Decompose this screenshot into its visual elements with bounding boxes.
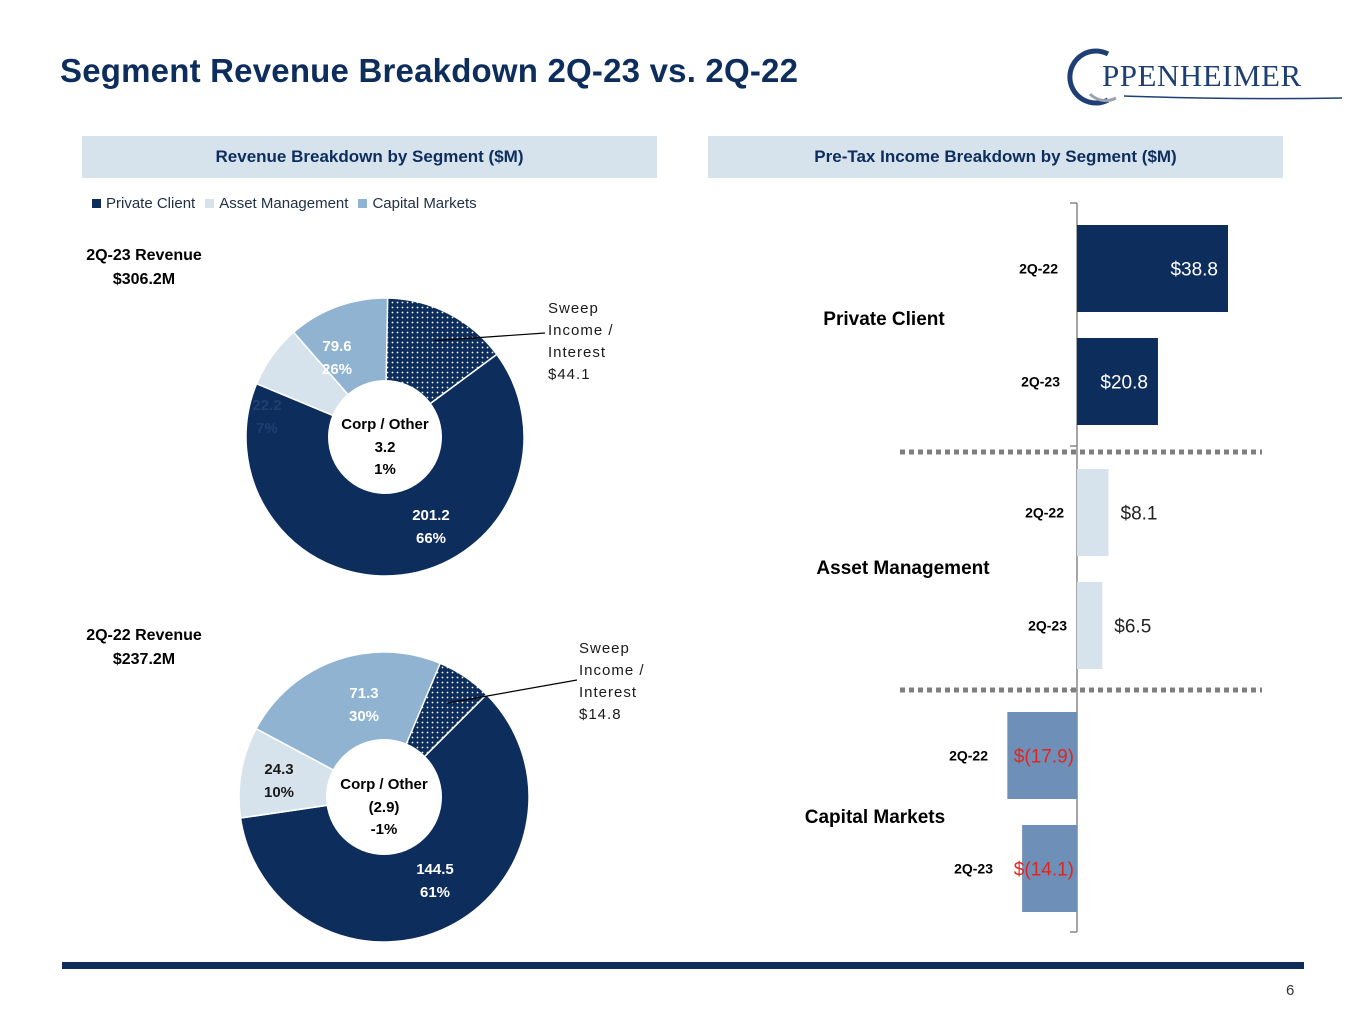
donut-value-label: 144.5 [416,861,454,878]
bar-capital-markets-2q-23 [1022,825,1077,912]
bar-value-label: $20.8 [1100,373,1148,394]
legend-swatch [358,199,368,208]
donut-percent-label: 10% [264,784,294,801]
donut-2q22-title: 2Q-22 Revenue $237.2M [78,624,210,672]
bar-value-label: $6.5 [1114,617,1151,638]
sweep-note-line: $14.8 [579,706,622,723]
sweep-note-line: Sweep [548,300,599,317]
bar-value-label: $(17.9) [1014,747,1074,768]
donut-center-label: Corp / Other [340,776,428,793]
donut-percent-label: 66% [416,530,446,547]
page-number: 6 [1286,982,1295,999]
bar-capital-markets-2q-22 [1007,712,1077,799]
logo-wordmark: PPENHEIMER [1102,58,1302,93]
donut-hole [328,380,442,494]
sweep-note-line: $44.1 [548,366,591,383]
bar-private-client-2q-23 [1077,338,1158,425]
bar-value-label: $38.8 [1170,260,1218,281]
bar-period-label: 2Q-23 [1028,618,1067,634]
legend-label: Private Client [106,195,196,212]
legend-label: Asset Management [219,195,349,212]
bar-value-label: $(14.1) [1014,860,1074,881]
legend-swatch [92,199,101,208]
donut-title-line: $237.2M [112,651,176,668]
legend-item-asset-management: Asset Management [205,195,348,212]
bar-asset-management-2q-23 [1077,582,1103,669]
sweep-note-line: Income / [548,322,614,339]
donut-value-label: 24.3 [264,761,293,778]
donut-center-value: 3.2 [375,439,396,456]
sweep-note-line: Income / [579,662,645,679]
sweep-note-2q22: Sweep Income / Interest $14.8 [579,638,645,726]
bar-period-label: 2Q-23 [954,861,993,877]
bar-period-label: 2Q-23 [1021,374,1060,390]
revenue-legend: Private Client Asset Management Capital … [92,195,477,212]
donut-percent-label: 26% [322,361,352,378]
bar-value-label: $8.1 [1121,504,1158,525]
sweep-note-2q23: Sweep Income / Interest $44.1 [548,298,614,386]
bar-period-label: 2Q-22 [949,748,988,764]
bar-period-label: 2Q-22 [1019,261,1058,277]
bar-group-label: Private Client [823,309,945,330]
revenue-panel-header: Revenue Breakdown by Segment ($M) [82,136,657,178]
slide-title: Segment Revenue Breakdown 2Q-23 vs. 2Q-2… [60,52,799,89]
bar-asset-management-2q-22 [1077,469,1109,556]
legend-label: Capital Markets [372,195,477,212]
bar-private-client-2q-22 [1077,225,1228,312]
donut-title-line: $306.2M [112,271,176,288]
donut-hole [326,739,442,855]
legend-swatch [205,199,215,208]
bar-group-label: Capital Markets [805,807,945,828]
donut-2q23-title: 2Q-23 Revenue $306.2M [78,244,210,292]
donut-percent-label: 61% [420,884,450,901]
oppenheimer-logo: PPENHEIMER [1067,48,1343,106]
legend-item-private-client: Private Client [92,195,195,212]
sweep-note-line: Interest [579,684,638,701]
donut-percent-label: 7% [256,420,278,437]
donut-value-label: 79.6 [322,338,351,355]
donut-value-label: 201.2 [412,507,450,524]
bar-period-label: 2Q-22 [1025,505,1064,521]
donut-center-percent: -1% [371,821,398,838]
donut-center-percent: 1% [374,461,396,478]
legend-item-capital-markets: Capital Markets [358,195,477,212]
donut-value-label: 71.3 [349,685,378,702]
sweep-leader-line [446,679,578,704]
sweep-leader-line [434,332,546,342]
footer-rule [62,962,1304,969]
donut-center-value: (2.9) [369,799,400,816]
donut-title-line: 2Q-23 Revenue [86,247,202,264]
donut-center-label: Corp / Other [341,416,429,433]
sweep-note-line: Interest [548,344,607,361]
donut-title-line: 2Q-22 Revenue [86,627,202,644]
sweep-note-line: Sweep [579,640,630,657]
donut-value-label: 22.2 [252,397,281,414]
donut-percent-label: 30% [349,708,379,725]
pretax-panel-header: Pre-Tax Income Breakdown by Segment ($M) [708,136,1283,178]
bar-group-label: Asset Management [816,558,990,579]
